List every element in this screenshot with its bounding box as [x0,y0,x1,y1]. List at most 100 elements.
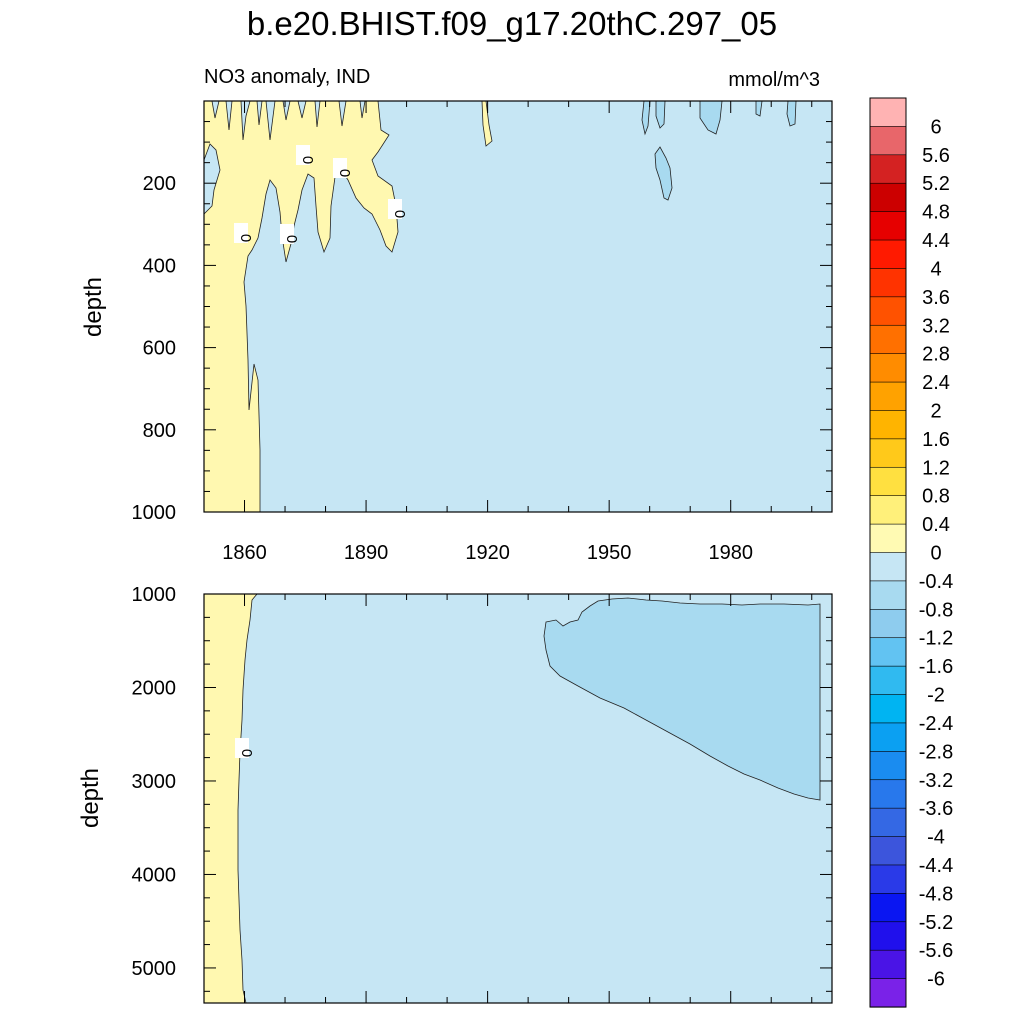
colorbar-swatch [869,751,907,781]
colorbar-label: 5.6 [922,145,950,167]
colorbar-swatch [869,126,907,156]
colorbar-swatch [869,324,907,355]
panel-frame [203,593,833,1004]
colorbar-label: 4.8 [922,202,950,224]
colorbar-label: -2 [927,685,945,707]
colorbar-label: -5.6 [919,940,953,962]
colorbar-label: 0.4 [922,514,950,536]
contour-label: 0 [238,749,255,757]
colorbar-swatch [869,836,907,866]
colorbar-swatch [869,154,907,184]
colorbar-swatch [869,637,907,667]
x-tick-label: 1920 [465,542,510,564]
colorbar-label: -3.2 [919,770,953,792]
colorbar-swatch [869,410,907,440]
colorbar-label: -6 [927,969,945,991]
colorbar-label: 4.4 [922,230,950,252]
colorbar-swatch [869,779,907,809]
subtitle-left: NO3 anomaly, IND [204,66,370,88]
colorbar-swatch [869,466,907,497]
colorbar-swatch [869,949,907,980]
colorbar-label: -4.4 [919,855,953,877]
colorbar-swatch [869,694,907,724]
y-tick-label: 4000 [132,864,177,886]
colorbar-label: 0 [930,543,941,565]
colorbar-label: 4 [930,258,941,280]
contour-label: 0 [237,234,254,242]
contour-label-box [296,145,310,165]
colorbar-label: -3.6 [919,798,953,820]
y-axis-label-lower: depth [77,768,104,828]
contour-label: 0 [336,169,353,177]
colorbar-label: -1.6 [919,656,953,678]
colorbar: 6 5.6 5.2 4.8 4.4 4 3.6 3.2 2.8 2.4 2 1.6 1.2 0.8 0.4 0… [869,97,953,1008]
contour-label-box [280,224,294,244]
x-tick-label: 1980 [708,542,753,564]
y-tick-label: 1000 [132,502,177,524]
colorbar-swatch [869,268,907,298]
y-tick-label: 1000 [132,584,177,606]
colorbar-swatch [869,978,907,1008]
y-axis-label-upper: depth [80,277,107,337]
colorbar-swatch [869,353,907,383]
colorbar-label: 5.2 [922,173,950,195]
colorbar-swatch [869,381,907,412]
x-tick-label: 1890 [344,542,389,564]
colorbar-label: -2.8 [919,741,953,763]
colorbar-label: -4.8 [919,883,953,905]
contour-label-box [234,223,248,243]
colorbar-label: -4 [927,827,945,849]
y-tick-label: 400 [143,255,176,277]
contour-label: 0 [391,210,408,218]
colorbar-swatch [869,438,907,468]
upper-panel: 200 400 600 800 1000 1860 1890 1920 1950 1980 0 0 0 0… [132,100,833,564]
colorbar-label: -1.2 [919,628,953,650]
contour-label-box [235,738,249,758]
negative-anomaly-patch [654,146,673,201]
y-tick-label: 2000 [132,677,177,699]
contour-label-box [388,199,402,219]
colorbar-swatch [869,893,907,923]
colorbar-swatch [869,97,907,128]
lower-panel: 1000 2000 3000 4000 5000 0 [132,584,833,1004]
positive-anomaly-region [203,593,258,1004]
negative-patch-region [203,143,221,215]
y-tick-label: 3000 [132,771,177,793]
colorbar-swatch [869,864,907,894]
colorbar-label: -0.8 [919,599,953,621]
colorbar-swatch [869,807,907,838]
contour-label: 0 [283,235,300,243]
colorbar-swatch [869,211,907,241]
y-tick-label: 800 [143,420,176,442]
contour-label-box [333,158,347,178]
colorbar-swatch [869,665,907,696]
colorbar-swatch [869,580,907,610]
colorbar-label: -2.4 [919,713,953,735]
chart-title: b.e20.BHIST.f09_g17.20thC.297_05 [247,5,777,42]
y-tick-label: 600 [143,338,176,360]
colorbar-label: -0.4 [919,571,953,593]
colorbar-label: 2.8 [922,344,950,366]
colorbar-label: 3.6 [922,287,950,309]
colorbar-swatch [869,523,907,554]
units-label: mmol/m^3 [728,69,820,91]
colorbar-swatch [869,296,907,326]
colorbar-label: 3.2 [922,315,950,337]
contour-label: 0 [299,156,316,164]
x-tick-label: 1860 [222,542,267,564]
colorbar-swatch [869,722,907,752]
colorbar-swatch [869,182,907,213]
colorbar-label: 1.2 [922,457,950,479]
colorbar-label: 1.6 [922,429,950,451]
x-tick-label: 1950 [587,542,632,564]
colorbar-frame [869,97,907,1008]
colorbar-label: -5.2 [919,912,953,934]
colorbar-swatch [869,609,907,639]
colorbar-label: 0.8 [922,486,950,508]
colorbar-label: 2 [930,400,941,422]
colorbar-swatch [869,239,907,270]
y-tick-label: 200 [143,173,176,195]
negative-anomaly-wedge [543,597,821,801]
colorbar-swatch [869,921,907,951]
